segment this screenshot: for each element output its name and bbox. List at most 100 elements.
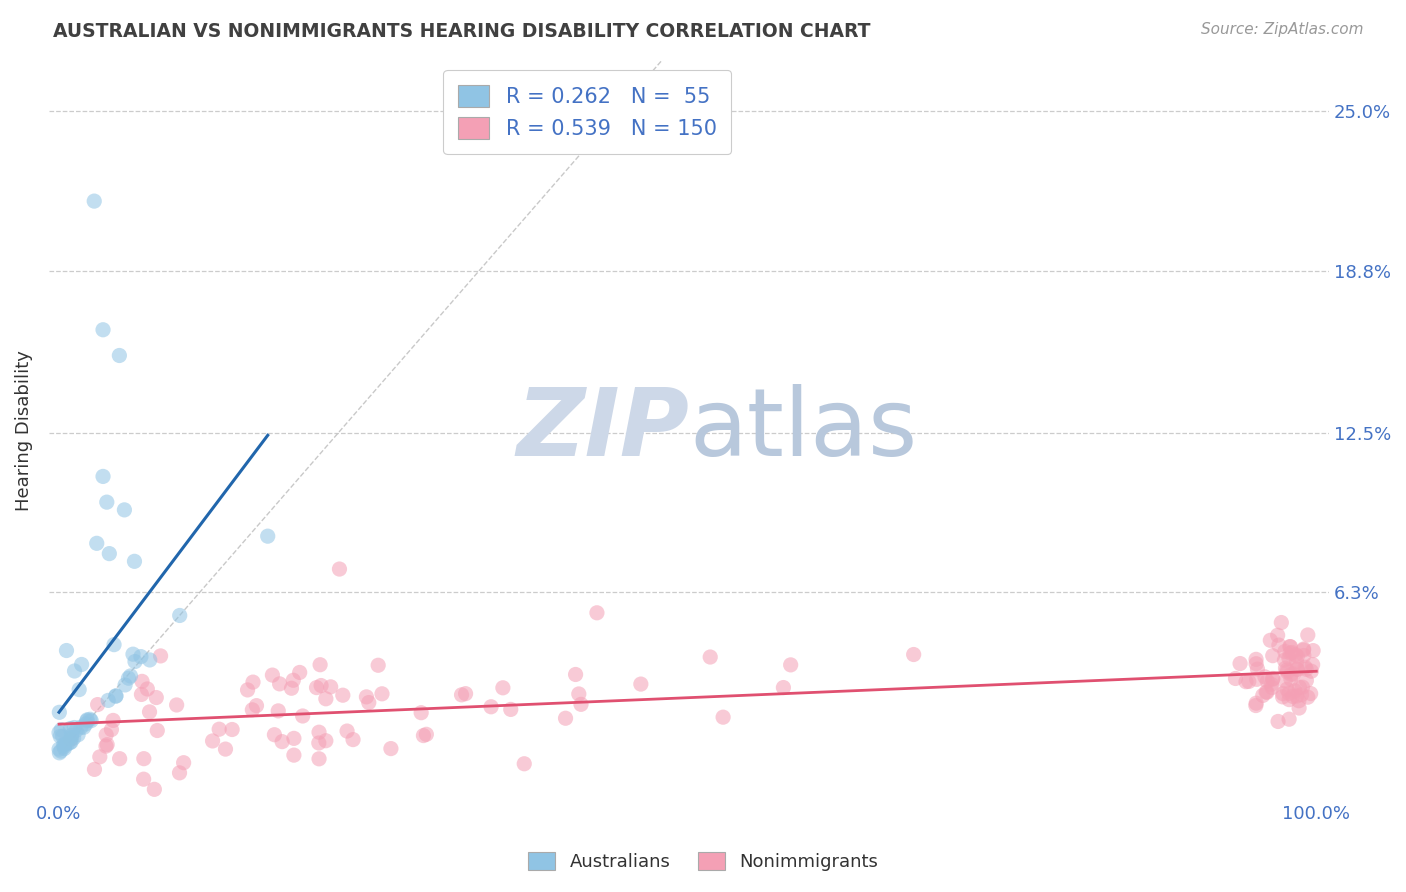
Point [1284, 683, 1306, 698]
Point [108, 752, 131, 766]
Point [201, 734, 224, 748]
Text: ZIP: ZIP [516, 384, 689, 476]
Point [269, 677, 291, 691]
Point [48, 746, 70, 760]
Point [1274, 661, 1296, 675]
Point [1285, 655, 1308, 669]
Point [1267, 714, 1289, 729]
Point [105, 689, 128, 703]
Point [60, 728, 83, 742]
Point [138, 653, 160, 667]
Point [1296, 690, 1319, 705]
Point [336, 724, 359, 739]
Point [308, 752, 330, 766]
Point [89, 749, 111, 764]
Point [56, 737, 79, 751]
Point [101, 714, 124, 728]
Legend: Australians, Nonimmigrants: Australians, Nonimmigrants [520, 845, 886, 879]
Point [367, 658, 389, 673]
Point [1302, 657, 1324, 672]
Point [411, 706, 433, 720]
Point [267, 704, 290, 718]
Point [305, 681, 328, 695]
Point [711, 710, 734, 724]
Point [1256, 685, 1278, 699]
Point [699, 650, 721, 665]
Point [271, 734, 294, 748]
Point [48, 706, 70, 720]
Point [315, 733, 337, 747]
Point [1278, 651, 1301, 665]
Point [308, 725, 330, 739]
Point [415, 727, 437, 741]
Point [146, 723, 169, 738]
Point [79, 712, 101, 726]
Point [51, 723, 73, 737]
Point [1260, 633, 1282, 648]
Text: atlas: atlas [689, 384, 917, 476]
Point [1279, 646, 1302, 660]
Point [124, 554, 146, 568]
Point [308, 736, 330, 750]
Point [772, 681, 794, 695]
Point [1281, 645, 1303, 659]
Point [112, 503, 135, 517]
Point [67, 682, 90, 697]
Point [454, 687, 477, 701]
Text: Source: ZipAtlas.com: Source: ZipAtlas.com [1201, 22, 1364, 37]
Point [173, 756, 195, 770]
Point [1291, 688, 1313, 702]
Point [1229, 657, 1251, 671]
Point [52, 729, 75, 743]
Point [1244, 657, 1267, 671]
Point [450, 688, 472, 702]
Point [67, 728, 90, 742]
Point [283, 673, 305, 688]
Point [1270, 615, 1292, 630]
Point [328, 562, 350, 576]
Point [1237, 674, 1260, 689]
Point [221, 723, 243, 737]
Point [1279, 640, 1302, 654]
Point [283, 731, 305, 746]
Point [1295, 673, 1317, 688]
Point [1278, 712, 1301, 726]
Point [1292, 642, 1315, 657]
Point [380, 741, 402, 756]
Point [1261, 681, 1284, 695]
Point [332, 688, 354, 702]
Point [53, 737, 76, 751]
Point [48, 742, 70, 756]
Point [80, 714, 103, 728]
Point [120, 669, 142, 683]
Point [53, 741, 76, 756]
Point [63, 721, 86, 735]
Point [1271, 690, 1294, 704]
Point [55, 643, 77, 657]
Point [1271, 687, 1294, 701]
Point [1294, 660, 1316, 674]
Point [280, 681, 302, 696]
Point [1256, 674, 1278, 689]
Point [240, 703, 263, 717]
Point [586, 606, 609, 620]
Point [122, 647, 145, 661]
Point [1282, 667, 1305, 681]
Point [1285, 689, 1308, 703]
Point [97, 693, 120, 707]
Point [1251, 689, 1274, 703]
Point [96, 495, 118, 509]
Point [262, 668, 284, 682]
Point [1295, 662, 1317, 676]
Point [52, 738, 75, 752]
Point [75, 717, 97, 731]
Point [779, 657, 801, 672]
Point [132, 752, 155, 766]
Point [1274, 644, 1296, 658]
Point [208, 722, 231, 736]
Point [60, 735, 83, 749]
Point [108, 349, 131, 363]
Point [169, 608, 191, 623]
Point [136, 681, 159, 696]
Point [1292, 643, 1315, 657]
